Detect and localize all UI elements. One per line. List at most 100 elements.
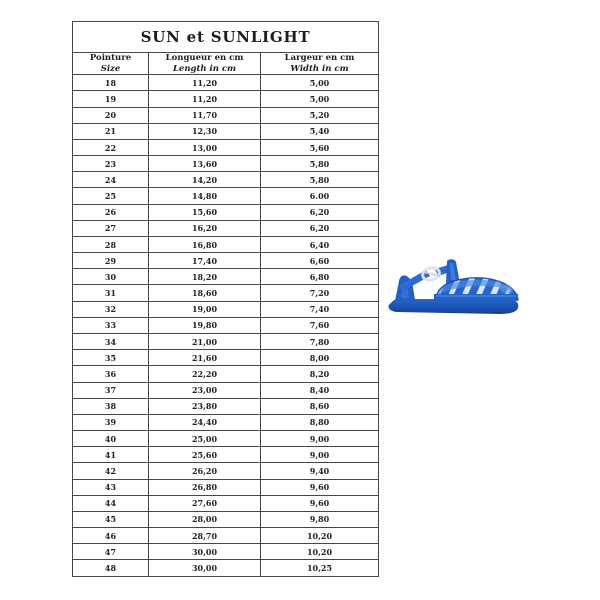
size-cell: 40 (72, 430, 149, 448)
size-cell: 38 (72, 397, 149, 415)
length-cell: 24,40 (148, 413, 261, 432)
width-cell: 6,20 (259, 203, 380, 221)
width-cell: 5,20 (259, 106, 380, 124)
size-chart-table: SUN et SUNLIGHT Pointure Size Longueur e… (71, 21, 380, 577)
table-row: 43 26,80 9,60 (72, 478, 380, 496)
column-header-length-fr: Longueur en cm (165, 53, 244, 63)
chart-title: SUN et SUNLIGHT (71, 21, 380, 53)
size-cell: 29 (72, 252, 149, 270)
width-cell: 8,60 (259, 397, 380, 415)
length-cell: 26,80 (148, 478, 261, 496)
table-row: 45 28,00 9,80 (72, 510, 380, 529)
table-row: 21 12,30 5,40 (72, 122, 380, 140)
size-cell: 21 (72, 122, 149, 140)
width-cell: 5,80 (259, 171, 380, 189)
table-row: 29 17,40 6,60 (72, 252, 380, 270)
title-row: SUN et SUNLIGHT (71, 21, 380, 53)
length-cell: 11,70 (148, 106, 261, 124)
width-cell: 6,40 (259, 235, 380, 254)
width-cell: 6,60 (259, 252, 380, 270)
width-cell: 10,20 (259, 543, 380, 561)
table-row: 36 22,20 8,20 (72, 365, 380, 383)
width-cell: 7,40 (259, 300, 380, 318)
table-row: 34 21,00 7,80 (72, 332, 380, 351)
column-header-width-fr: Largeur en cm (284, 53, 355, 63)
length-cell: 17,40 (148, 252, 261, 270)
table-row: 25 14,80 6.00 (72, 187, 380, 205)
size-cell: 25 (72, 187, 149, 205)
table-row: 26 15,60 6,20 (72, 203, 380, 221)
length-cell: 15,60 (148, 203, 261, 221)
size-cell: 35 (72, 349, 149, 367)
length-cell: 16,80 (148, 235, 261, 254)
length-cell: 19,80 (148, 316, 261, 335)
size-cell: 41 (72, 446, 149, 464)
length-cell: 28,70 (148, 527, 261, 545)
length-cell: 22,20 (148, 365, 261, 383)
width-cell: 7,80 (259, 332, 380, 351)
length-cell: 16,20 (148, 219, 261, 237)
size-cell: 46 (72, 527, 149, 545)
length-cell: 30,00 (148, 543, 261, 561)
sandal-sole (388, 299, 519, 314)
width-cell: 10,20 (259, 527, 380, 545)
column-header-length-en: Length in cm (172, 63, 237, 74)
length-cell: 19,00 (148, 300, 261, 318)
size-cell: 31 (72, 284, 149, 302)
table-row: 44 27,60 9,60 (72, 494, 380, 512)
table-row: 38 23,80 8,60 (72, 397, 380, 415)
product-photo-blue-jelly-sandal (388, 259, 519, 314)
width-cell: 9,60 (259, 478, 380, 496)
size-cell: 22 (72, 138, 149, 157)
length-cell: 18,20 (148, 268, 261, 286)
length-cell: 28,00 (148, 510, 261, 529)
width-cell: 6.00 (259, 187, 380, 205)
length-cell: 11,20 (148, 90, 261, 108)
table-row: 20 11,70 5,20 (72, 106, 380, 124)
length-cell: 25,00 (148, 430, 261, 448)
table-row: 23 13,60 5,80 (72, 155, 380, 173)
size-cell: 44 (72, 494, 149, 512)
column-header-length: Longueur en cm Length in cm (148, 51, 261, 76)
column-header-width-en: Width in cm (290, 63, 349, 74)
size-cell: 36 (72, 365, 149, 383)
width-cell: 7,60 (259, 316, 380, 335)
width-cell: 5,80 (259, 155, 380, 173)
width-cell: 8,00 (259, 349, 380, 367)
table-row: 27 16,20 6,20 (72, 219, 380, 237)
size-cell: 48 (72, 559, 149, 577)
size-cell: 27 (72, 219, 149, 237)
width-cell: 9,00 (259, 430, 380, 448)
table-row: 39 24,40 8,80 (72, 413, 380, 432)
width-cell: 9,40 (259, 462, 380, 480)
table-row: 32 19,00 7,40 (72, 300, 380, 318)
table-row: 33 19,80 7,60 (72, 316, 380, 335)
length-cell: 21,00 (148, 332, 261, 351)
column-header-size-fr: Pointure (89, 53, 132, 63)
table-row: 35 21,60 8,00 (72, 349, 380, 367)
header-row: Pointure Size Longueur en cm Length in c… (72, 51, 380, 76)
width-cell: 8,80 (259, 413, 380, 432)
width-cell: 5,00 (259, 74, 380, 92)
length-cell: 23,80 (148, 397, 261, 415)
size-chart-body: 18 11,20 5,00 19 11,20 5,00 20 11,70 5,20 21 12,30… (72, 74, 380, 577)
length-cell: 30,00 (148, 559, 261, 577)
size-cell: 23 (72, 155, 149, 173)
table-row: 40 25,00 9,00 (72, 430, 380, 448)
width-cell: 7,20 (259, 284, 380, 302)
table-row: 47 30,00 10,20 (72, 543, 380, 561)
width-cell: 8,20 (259, 365, 380, 383)
width-cell: 9,60 (259, 494, 380, 512)
table-row: 42 26,20 9,40 (72, 462, 380, 480)
length-cell: 21,60 (148, 349, 261, 367)
size-cell: 47 (72, 543, 149, 561)
table-row: 48 30,00 10,25 (72, 559, 380, 577)
table-row: 19 11,20 5,00 (72, 90, 380, 108)
column-header-width: Largeur en cm Width in cm (259, 51, 380, 76)
table-row: 31 18,60 7,20 (72, 284, 380, 302)
table-row: 18 11,20 5,00 (72, 74, 380, 92)
column-header-size: Pointure Size (72, 51, 149, 76)
width-cell: 9,00 (259, 446, 380, 464)
length-cell: 27,60 (148, 494, 261, 512)
table-row: 41 25,60 9,00 (72, 446, 380, 464)
